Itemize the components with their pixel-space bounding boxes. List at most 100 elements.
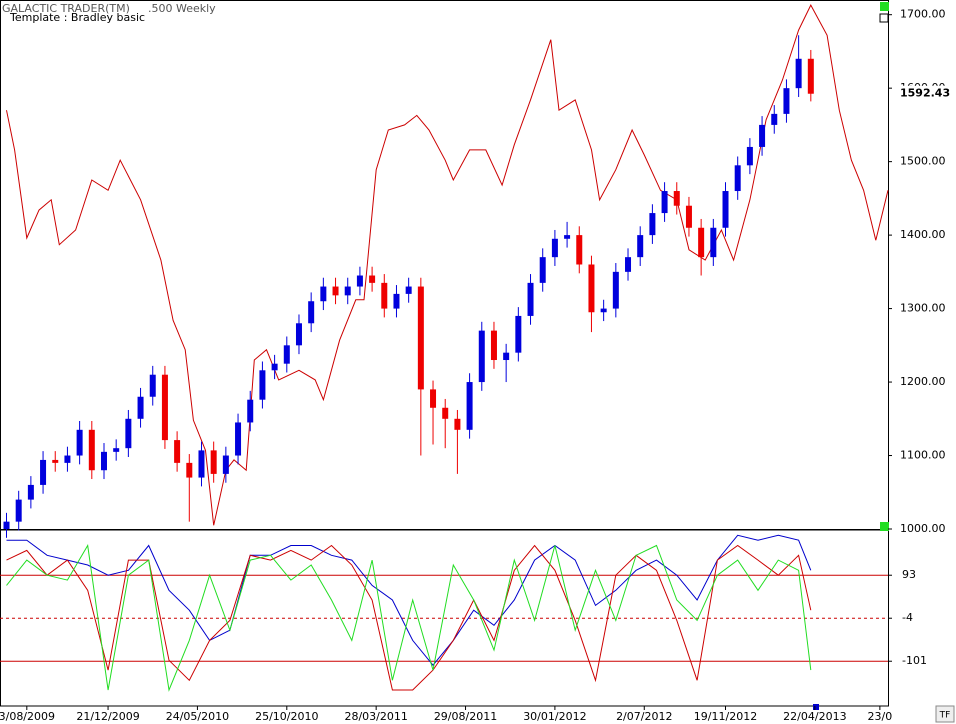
candle-body bbox=[186, 462, 193, 478]
candle-body bbox=[466, 382, 473, 430]
x-tick-label: 19/11/2012 bbox=[694, 710, 757, 723]
candle-body bbox=[64, 455, 71, 463]
candle-body bbox=[612, 271, 619, 309]
candle-body bbox=[235, 422, 242, 456]
candle-body bbox=[88, 429, 95, 471]
candle-body bbox=[673, 191, 680, 206]
last-price-box bbox=[892, 85, 952, 102]
candle-body bbox=[320, 286, 327, 302]
y-tick-label: 1500.00 bbox=[900, 155, 946, 168]
candle-body bbox=[417, 286, 424, 390]
x-tick-label: 3/08/2009 bbox=[0, 710, 55, 723]
template-label: Template : Bradley basic bbox=[9, 11, 145, 24]
candle-body bbox=[649, 213, 656, 236]
x-tick-label: 30/01/2012 bbox=[523, 710, 586, 723]
candle-body bbox=[198, 450, 205, 478]
symbol-period: .500 Weekly bbox=[148, 2, 216, 15]
pane-handle[interactable] bbox=[880, 522, 889, 531]
candle-body bbox=[27, 484, 34, 500]
candle-body bbox=[539, 257, 546, 283]
pane-handle[interactable] bbox=[880, 2, 889, 11]
candle-body bbox=[759, 124, 766, 147]
candle-body bbox=[625, 257, 632, 272]
cursor-marker[interactable] bbox=[813, 704, 819, 710]
candle-body bbox=[161, 374, 168, 441]
x-tick-label: 29/08/2011 bbox=[434, 710, 497, 723]
candle-body bbox=[503, 352, 510, 361]
y-tick-label: 1000.00 bbox=[900, 522, 946, 535]
candle-body bbox=[430, 389, 437, 408]
candle-body bbox=[746, 146, 753, 166]
y-tick-label: 1700.00 bbox=[900, 8, 946, 21]
oscillator-line bbox=[6, 544, 812, 692]
candle-body bbox=[356, 275, 363, 287]
x-tick-label: 28/03/2011 bbox=[344, 710, 407, 723]
oscillator-line bbox=[6, 534, 812, 666]
candle-body bbox=[771, 113, 778, 125]
candle-body bbox=[454, 418, 461, 430]
y-tick-label: 1300.00 bbox=[900, 302, 946, 315]
candle-body bbox=[515, 315, 522, 353]
candle-body bbox=[698, 227, 705, 258]
y-tick-label: 1100.00 bbox=[900, 449, 946, 462]
candle-body bbox=[40, 459, 47, 485]
candle-body bbox=[600, 308, 607, 313]
candle-body bbox=[405, 286, 412, 294]
tf-button[interactable] bbox=[935, 705, 955, 723]
candle-body bbox=[527, 282, 534, 316]
app-title: GALACTIC TRADER(TM) bbox=[2, 2, 130, 15]
x-tick-label: 2/07/2012 bbox=[616, 710, 672, 723]
x-tick-label: 21/12/2009 bbox=[76, 710, 139, 723]
oscillator-line bbox=[6, 544, 812, 691]
y-tick-label: -4 bbox=[902, 611, 913, 624]
candle-body bbox=[149, 374, 156, 397]
candle-body bbox=[137, 396, 144, 419]
pane-button[interactable] bbox=[879, 13, 889, 23]
candle-body bbox=[381, 282, 388, 309]
candle-body bbox=[722, 191, 729, 228]
tf-button-text[interactable]: TF bbox=[939, 711, 951, 721]
bradley-line bbox=[6, 4, 889, 526]
y-tick-label: 93 bbox=[902, 568, 916, 581]
candle-body bbox=[576, 235, 583, 265]
candle-body bbox=[3, 521, 10, 529]
x-tick-label: 24/05/2010 bbox=[166, 710, 229, 723]
candle-body bbox=[174, 440, 181, 463]
candle-body bbox=[795, 58, 802, 89]
candle-body bbox=[283, 345, 290, 364]
candle-body bbox=[783, 88, 790, 114]
x-tick-label: 25/10/2010 bbox=[255, 710, 318, 723]
candle-body bbox=[661, 191, 668, 214]
x-tick-label: 23/0 bbox=[868, 710, 893, 723]
y-tick-label: -101 bbox=[902, 654, 927, 667]
candle-body bbox=[222, 455, 229, 474]
candle-body bbox=[564, 235, 571, 239]
candle-body bbox=[113, 448, 120, 452]
y-tick-label: 1200.00 bbox=[900, 375, 946, 388]
candle-body bbox=[332, 286, 339, 296]
candle-body bbox=[125, 418, 132, 449]
candle-body bbox=[588, 264, 595, 313]
candle-body bbox=[271, 363, 278, 371]
candle-body bbox=[807, 58, 814, 94]
candle-body bbox=[344, 286, 351, 296]
x-tick-label: 22/04/2013 bbox=[783, 710, 846, 723]
candle-body bbox=[478, 330, 485, 383]
candle-body bbox=[369, 275, 376, 283]
y-tick-label: 1400.00 bbox=[900, 228, 946, 241]
candle-body bbox=[15, 499, 22, 522]
candle-body bbox=[100, 451, 107, 471]
candle-body bbox=[210, 450, 217, 474]
candle-body bbox=[637, 235, 644, 258]
candle-body bbox=[393, 293, 400, 309]
candle-body bbox=[490, 330, 497, 361]
candle-body bbox=[259, 370, 266, 400]
candle-body bbox=[442, 407, 449, 419]
candle-body bbox=[710, 227, 717, 258]
last-price-label: 1592.43 bbox=[900, 87, 950, 100]
candle-body bbox=[685, 205, 692, 228]
candle-body bbox=[308, 301, 315, 324]
candle-body bbox=[734, 165, 741, 192]
